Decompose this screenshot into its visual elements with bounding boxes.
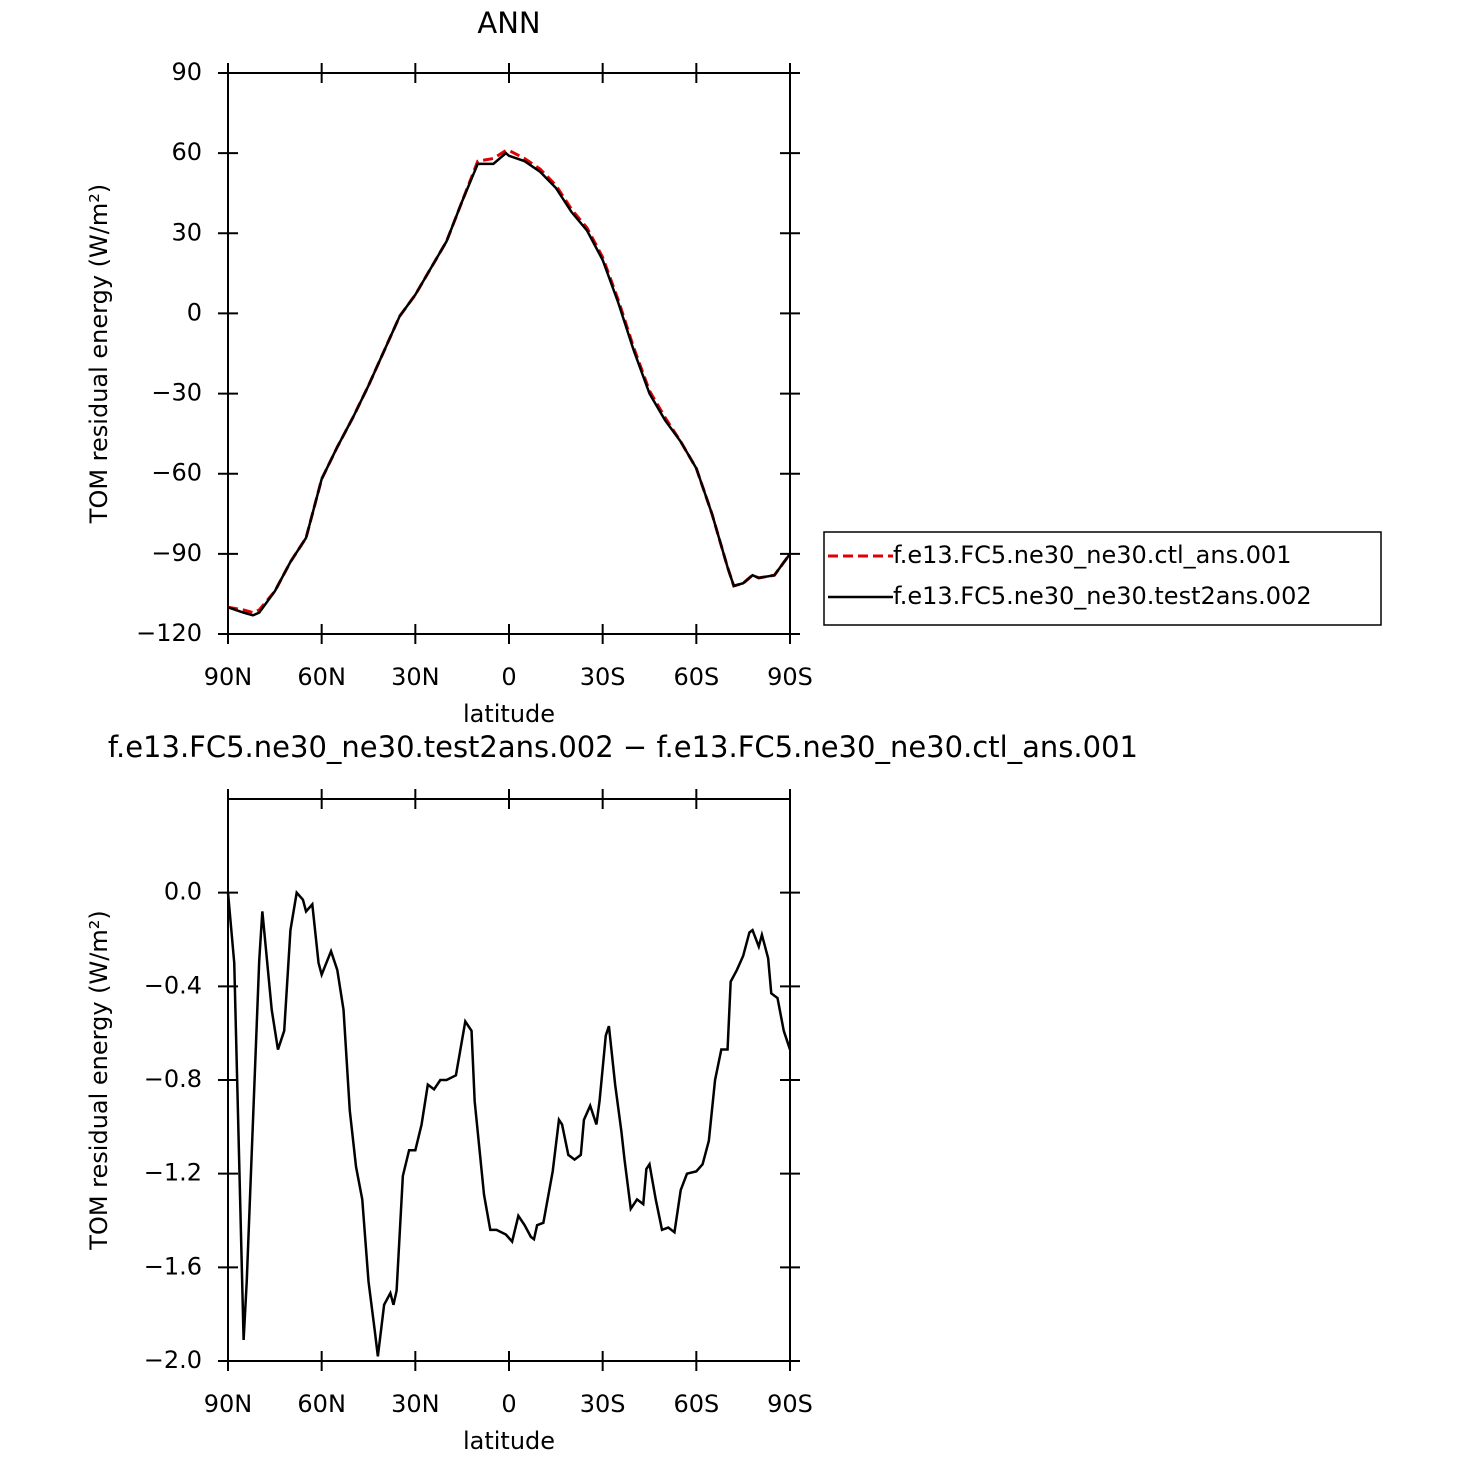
chart-title: ANN bbox=[477, 6, 540, 40]
x-tick-label: 90S bbox=[767, 663, 813, 691]
plot-frame bbox=[227, 72, 791, 635]
x-tick-label: 0 bbox=[501, 663, 516, 691]
x-tick-label: 90S bbox=[767, 1390, 813, 1418]
y-tick-label: 60 bbox=[171, 138, 202, 166]
x-tick-label: 0 bbox=[501, 1390, 516, 1418]
y-tick-label: −0.4 bbox=[144, 971, 202, 999]
y-tick-label: −0.8 bbox=[144, 1065, 202, 1093]
series-line bbox=[226, 889, 792, 1357]
y-tick-label: −2.0 bbox=[144, 1346, 202, 1374]
y-tick-label: −1.2 bbox=[144, 1159, 202, 1187]
y-tick-label: −60 bbox=[151, 459, 202, 487]
plot-frame bbox=[227, 798, 791, 1362]
x-tick-label: 60S bbox=[673, 1390, 719, 1418]
legend-box bbox=[823, 531, 1382, 626]
y-tick-label: 0 bbox=[187, 298, 202, 326]
x-tick-label: 30S bbox=[580, 663, 626, 691]
x-tick-label: 90N bbox=[204, 1390, 253, 1418]
y-tick-label: 30 bbox=[171, 218, 202, 246]
series-line bbox=[227, 151, 792, 617]
x-tick-label: 90N bbox=[204, 663, 253, 691]
x-tick-label: 60N bbox=[297, 663, 346, 691]
legend-label: f.e13.FC5.ne30_ne30.ctl_ans.001 bbox=[893, 541, 1292, 569]
y-axis-label: TOM residual energy (W/m²) bbox=[85, 184, 113, 524]
y-tick-label: 0.0 bbox=[164, 878, 202, 906]
series-line bbox=[227, 148, 792, 615]
y-tick-label: −90 bbox=[151, 539, 202, 567]
chart-title: f.e13.FC5.ne30_ne30.test2ans.002 − f.e13… bbox=[108, 730, 1138, 764]
y-tick-label: −30 bbox=[151, 379, 202, 407]
y-tick-label: −120 bbox=[136, 619, 202, 647]
x-tick-label: 30N bbox=[391, 663, 440, 691]
x-axis-label: latitude bbox=[463, 700, 555, 728]
legend-label: f.e13.FC5.ne30_ne30.test2ans.002 bbox=[893, 582, 1312, 610]
x-axis-label: latitude bbox=[463, 1427, 555, 1455]
x-tick-label: 60N bbox=[297, 1390, 346, 1418]
x-tick-label: 60S bbox=[673, 663, 719, 691]
x-tick-label: 30S bbox=[580, 1390, 626, 1418]
y-tick-label: 90 bbox=[171, 58, 202, 86]
y-axis-label: TOM residual energy (W/m²) bbox=[85, 910, 113, 1250]
x-tick-label: 30N bbox=[391, 1390, 440, 1418]
y-tick-label: −1.6 bbox=[144, 1252, 202, 1280]
